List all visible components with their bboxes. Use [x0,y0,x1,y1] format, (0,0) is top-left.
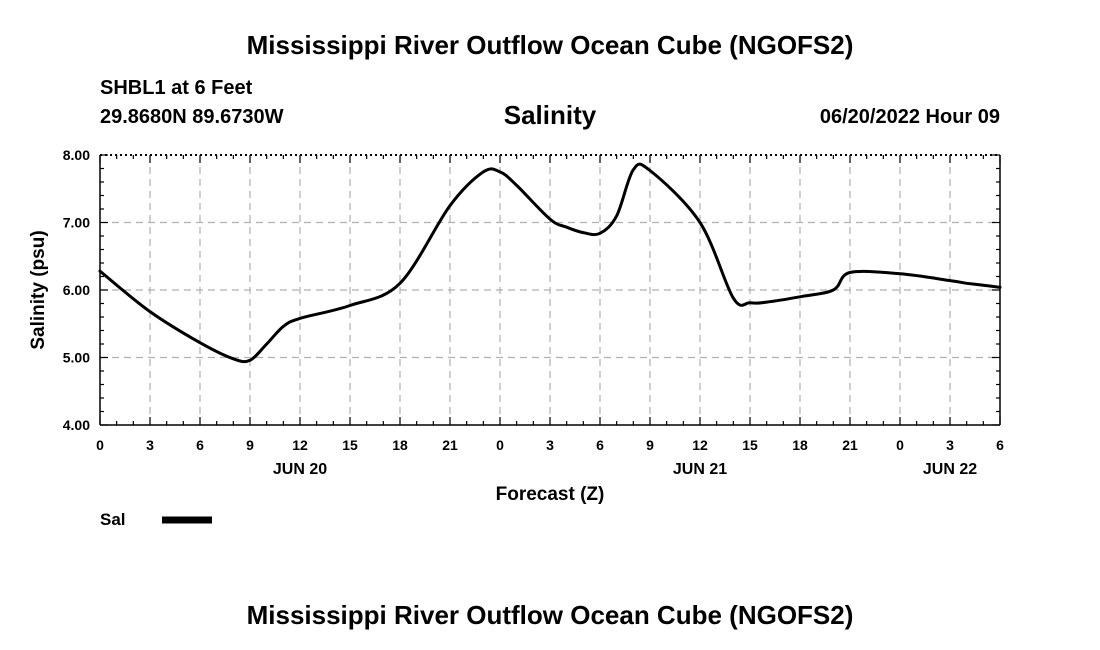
x-tick-label: 6 [996,437,1004,453]
x-tick-label: 0 [896,437,904,453]
y-tick-label: 8.00 [63,147,90,163]
x-tick-label: 6 [196,437,204,453]
salinity-chart: 4.00 5.00 6.00 7.00 8.00 0 3 6 9 12 15 18 21 0 3 6 9 12 15… [28,147,1004,529]
y-axis-label: Salinity (psu) [28,230,49,349]
x-tick-label: 18 [392,437,408,453]
grid [100,155,1000,425]
chart-title: Salinity [503,100,597,130]
forecast-datetime: 06/20/2022 Hour 09 [819,106,1000,128]
x-tick-label: 18 [792,437,808,453]
series-line-salinity [98,162,1002,364]
y-tick-label: 5.00 [63,350,90,366]
x-tick-label: 9 [646,437,654,453]
series-layer [98,162,1002,364]
x-tick-label: 12 [692,437,708,453]
x-tick-label: 21 [842,437,858,453]
date-label: JUN 20 [273,461,327,478]
x-tick-label: 3 [946,437,954,453]
main-title: Mississippi River Outflow Ocean Cube (NG… [246,30,854,60]
y-tick-label: 6.00 [63,282,90,298]
x-tick-label: 0 [96,437,104,453]
x-tick-label: 0 [496,437,504,453]
x-axis-label: Forecast (Z) [496,484,605,505]
x-tick-label: 9 [246,437,254,453]
y-tick-label: 4.00 [63,417,90,433]
date-label: JUN 22 [923,461,977,478]
date-label: JUN 21 [673,461,727,478]
x-tick-label: 6 [596,437,604,453]
x-tick-label: 15 [742,437,758,453]
x-tick-label: 3 [546,437,554,453]
legend: Sal [100,510,212,529]
axes: 4.00 5.00 6.00 7.00 8.00 0 3 6 9 12 15 18 21 0 3 6 9 12 15… [63,147,1004,478]
y-tick-label: 7.00 [63,215,90,231]
x-tick-label: 21 [442,437,458,453]
station-coordinates: 29.8680N 89.6730W [100,106,284,128]
station-label: SHBL1 at 6 Feet [100,77,253,99]
x-tick-label: 15 [342,437,358,453]
legend-label: Sal [100,510,126,529]
footer-title: Mississippi River Outflow Ocean Cube (NG… [246,600,854,630]
x-tick-label: 3 [146,437,154,453]
x-tick-label: 12 [292,437,308,453]
